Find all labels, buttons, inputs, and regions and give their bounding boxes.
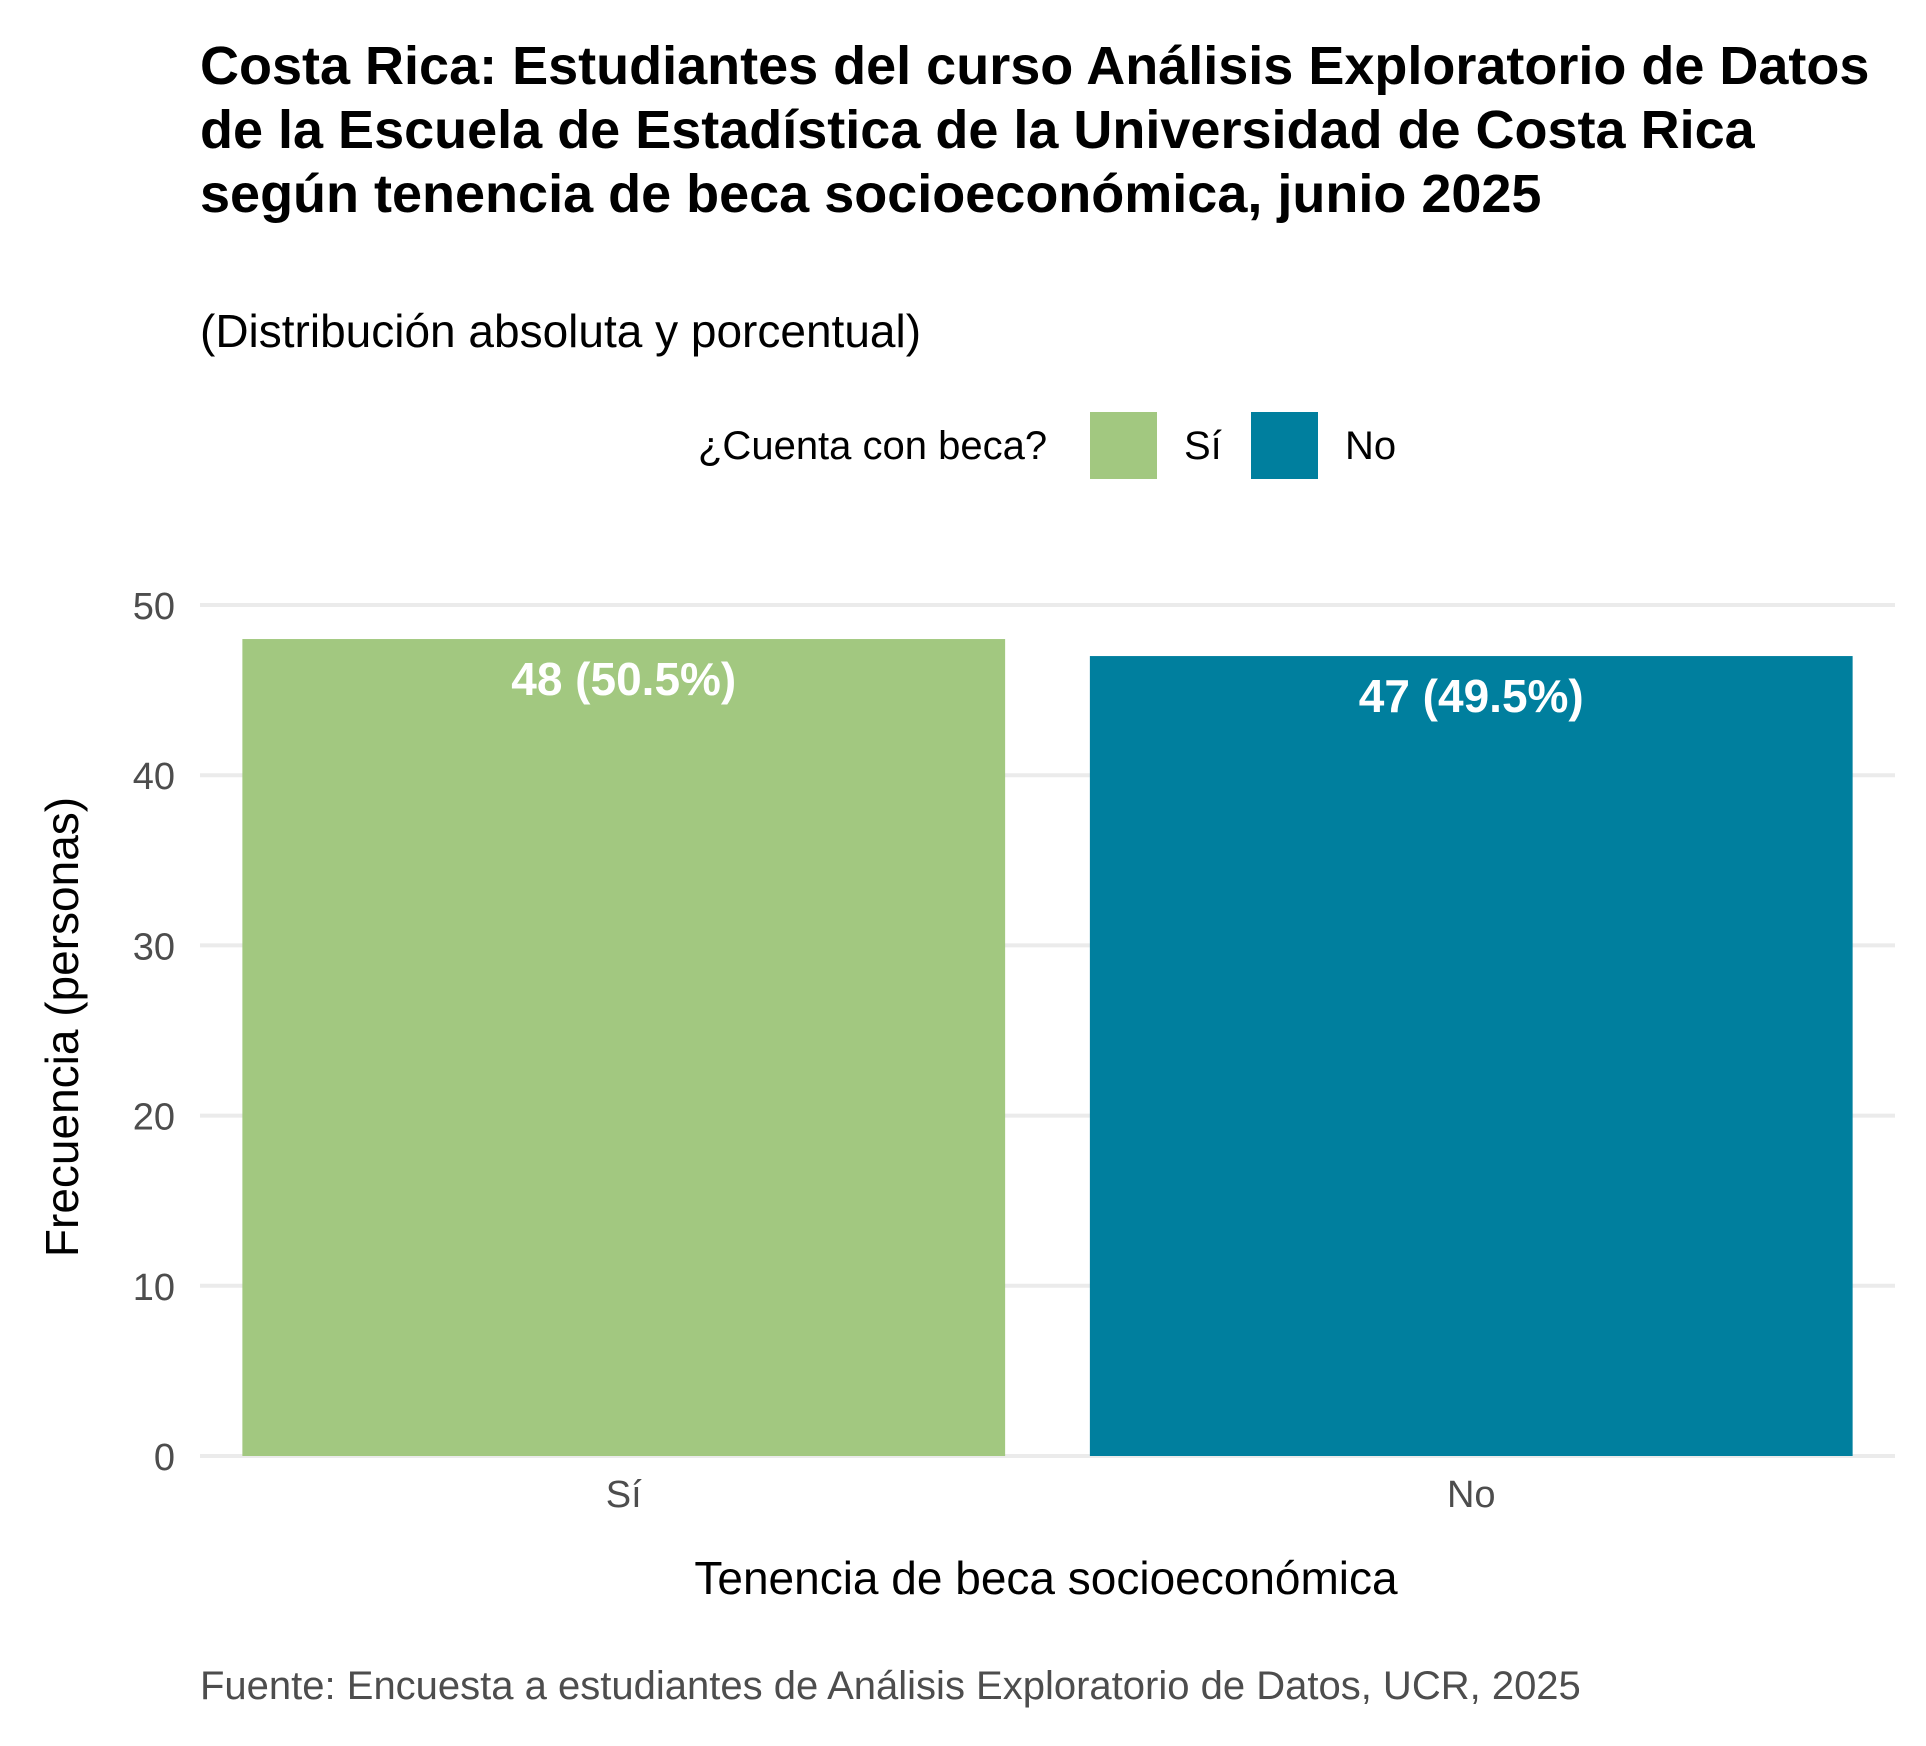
bar-data-label: 47 (49.5%)	[1359, 670, 1584, 722]
legend-title: ¿Cuenta con beca?	[698, 424, 1048, 468]
x-axis-title: Tenencia de beca socioeconómica	[694, 1552, 1398, 1604]
chart-caption: Fuente: Encuesta a estudiantes de Anális…	[200, 1664, 1581, 1708]
legend-swatch-no	[1251, 412, 1318, 479]
legend-swatch-si	[1090, 412, 1157, 479]
bar-data-labels: 48 (50.5%) 47 (49.5%)	[511, 653, 1584, 722]
bar-data-label: 48 (50.5%)	[511, 653, 736, 705]
bars	[242, 639, 1853, 1456]
chart-subtitle: (Distribución absoluta y porcentual)	[200, 305, 922, 357]
chart-title: Costa Rica: Estudiantes del curso Anális…	[200, 36, 1870, 224]
bar-no	[1089, 656, 1853, 1456]
x-tick-label: No	[1447, 1474, 1496, 1516]
y-axis-title: Frecuencia (personas)	[36, 797, 88, 1257]
y-tick-label: 10	[133, 1267, 175, 1309]
y-tick-label: 30	[133, 926, 175, 968]
x-axis-tick-labels: Sí No	[606, 1474, 1496, 1516]
chart-legend: ¿Cuenta con beca? Sí No	[0, 410, 1926, 480]
y-tick-label: 40	[133, 756, 175, 798]
legend-label-si: Sí	[1184, 424, 1222, 468]
y-axis-tick-labels: 0 10 20 30 40 50	[133, 586, 175, 1479]
bar-si	[242, 639, 1006, 1456]
y-tick-label: 0	[154, 1437, 175, 1479]
y-tick-label: 50	[133, 586, 175, 628]
legend-label-no: No	[1345, 424, 1397, 468]
x-tick-label: Sí	[606, 1474, 642, 1516]
y-tick-label: 20	[133, 1097, 175, 1139]
